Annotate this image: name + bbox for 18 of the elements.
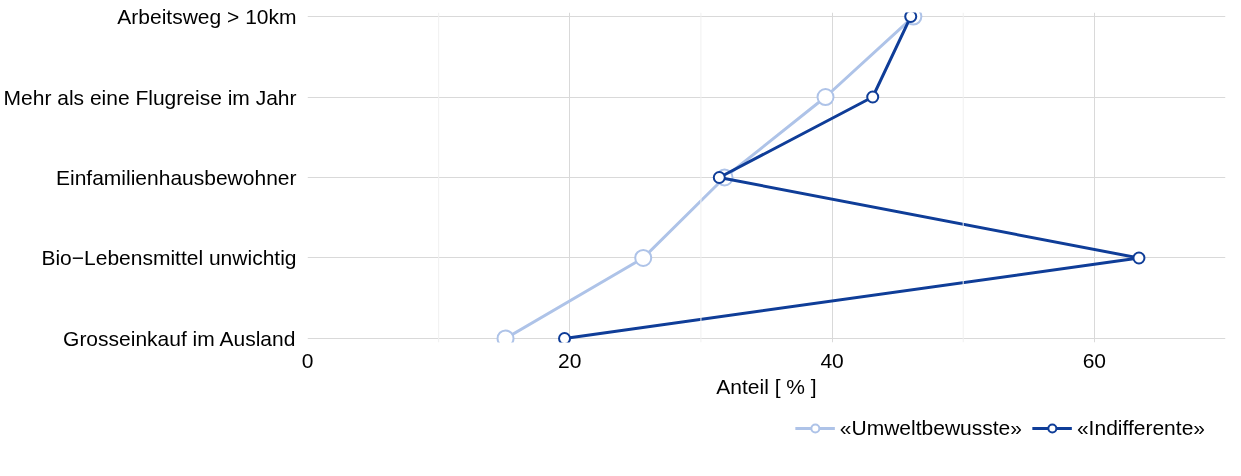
- y-tick-label: Arbeitsweg > 10km: [117, 5, 297, 29]
- y-tick-label: Einfamilienhausbewohner: [56, 166, 297, 189]
- point: [558, 331, 572, 343]
- point: [904, 12, 918, 24]
- point: [816, 88, 835, 106]
- x-tick-label: 0: [301, 348, 314, 372]
- x-tick-label: 40: [820, 348, 844, 372]
- y-tick-label: Bio−Lebensmittel unwichtig: [41, 246, 297, 270]
- x-tick-label: 60: [1082, 348, 1107, 372]
- point: [1132, 251, 1146, 265]
- x-tick-label: 20: [558, 348, 582, 372]
- point: [866, 90, 880, 104]
- y-tick-label: Grosseinkauf im Ausland: [63, 326, 296, 350]
- legend-label: «Umweltbewusste»: [839, 416, 1022, 440]
- legend-label: «Indifferente»: [1076, 416, 1205, 440]
- point: [634, 249, 653, 267]
- y-tick-label: Mehr als eine Flugreise im Jahr: [3, 85, 297, 109]
- x-axis-title: Anteil [ % ]: [716, 374, 817, 398]
